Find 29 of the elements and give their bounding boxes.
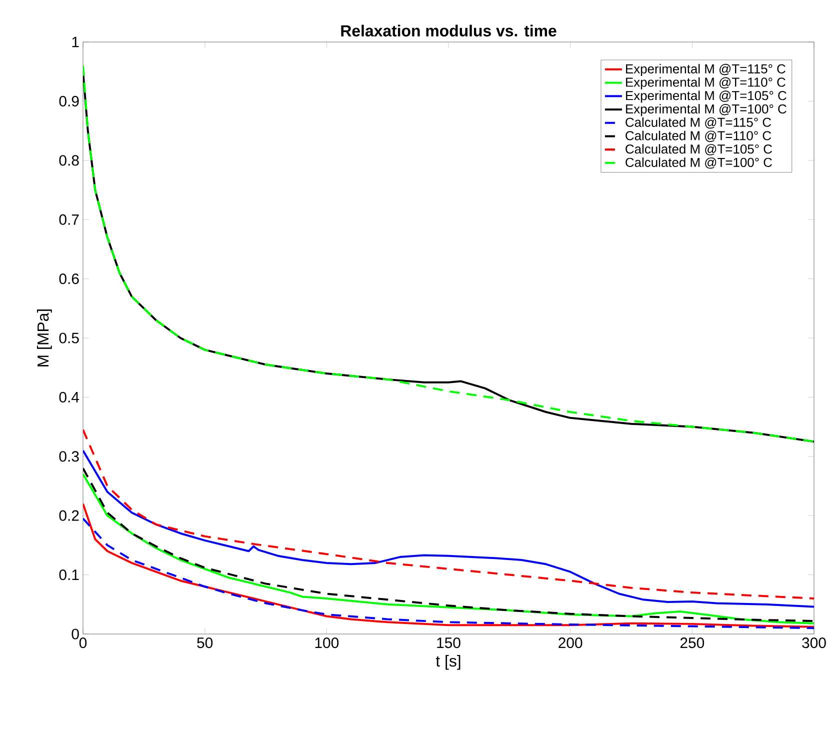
x-tick-label: 300 (802, 638, 826, 648)
y-tick-label: 0 (72, 628, 79, 640)
y-tick-label: 0.5 (59, 332, 79, 344)
x-tick-label: 100 (315, 638, 339, 648)
x-tick-label: 200 (558, 638, 582, 648)
y-tick-label: 0.1 (59, 570, 79, 580)
legend-label: Experimental M @T=105° C (626, 90, 786, 103)
x-tick-label: 250 (680, 638, 704, 648)
legend-label: Experimental M @T=100° C (626, 104, 786, 116)
legend-label: Calculated M @T=105° C (626, 144, 772, 156)
y-tick-label: 0.8 (59, 155, 79, 166)
x-tick-label: 50 (197, 638, 213, 648)
legend-label: Calculated M @T=100° C (626, 157, 772, 169)
legend-label: Experimental M @T=115° C (626, 64, 786, 76)
chart-title: Relaxation modulus vs. time (341, 24, 556, 36)
y-tick-label: 0.3 (59, 451, 79, 462)
legend-label: Experimental M @T=110° C (626, 77, 786, 90)
y-tick-label: 1 (72, 36, 79, 48)
legend-label: Calculated M @T=110° C (626, 130, 772, 142)
y-tick-label: 0.7 (59, 214, 79, 225)
legend-label: Calculated M @T=115° C (626, 117, 772, 129)
y-tick-label: 0.2 (59, 510, 79, 521)
x-tick-label: 150 (437, 638, 460, 648)
x-axis-title: t [s] (436, 654, 460, 670)
y-axis-title: M [MPa] (37, 309, 52, 366)
y-tick-label: 0.9 (59, 96, 79, 106)
x-tick-label: 0 (79, 638, 87, 648)
y-tick-label: 0.4 (59, 392, 80, 402)
y-tick-label: 0.6 (59, 274, 79, 284)
